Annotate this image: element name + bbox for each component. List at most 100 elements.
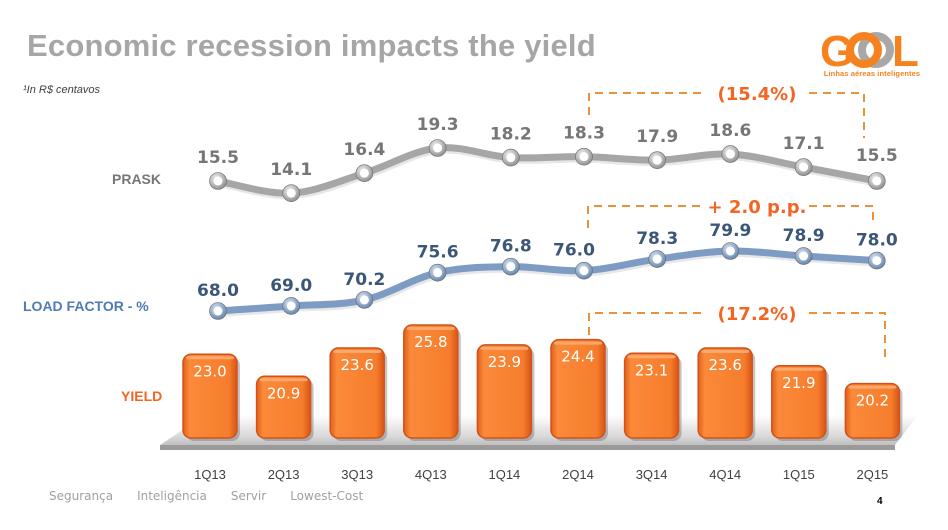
load-factor-value-label: 76.8 [490,237,532,257]
prask-bracket-left [588,92,705,115]
yield-bar-group: 20.2 [844,382,903,441]
yield-value-label: 23.9 [488,353,521,371]
yield-bar [771,365,827,439]
yield-bar-highlight [774,367,823,371]
load-factor-marker-center [799,251,809,261]
prask-bracket-right [809,92,865,138]
yield-bar-group: 21.9 [771,365,829,441]
load-factor-value-label: 78.3 [636,229,678,249]
prask-value-label: 17.1 [783,134,825,154]
load-factor-marker-center [872,256,882,266]
yield-bar-highlight [406,327,455,330]
prask-label: PRASK [112,171,162,187]
yield-bar [182,353,238,439]
yield-value-label: 20.9 [267,384,300,402]
load-factor-annotation-label: + 2.0 p.p. [708,197,807,218]
yield-bracket-left [588,312,705,335]
yield-bar-group: 23.6 [329,347,388,441]
yield-bar [476,344,533,439]
x-tick-label: 3Q13 [341,467,373,482]
x-tick-label: 2Q15 [856,467,888,482]
yield-bar-highlight [848,385,897,389]
yield-bar-group: 23.9 [476,344,535,441]
x-tick-label: 2Q14 [562,467,594,482]
load-factor-marker-center [506,262,516,272]
yield-bar-highlight [333,350,382,354]
chart-floor-edge [160,445,895,450]
load-factor-value-label: 78.0 [856,231,898,251]
yield-bracket-right [809,312,886,360]
yield-bar-group: 24.4 [550,338,608,441]
yield-bar [623,352,680,439]
prask-marker-center [725,149,735,159]
footer-item-servir: Servir [230,489,267,503]
prask-marker-center [213,176,223,186]
yield-bar [329,347,385,439]
yield-value-label: 23.6 [708,356,741,374]
footer-values: Segurança Inteligência Servir Lowest-Cos… [49,489,363,503]
page-number: 4 [877,496,883,507]
yield-value-label: 23.0 [193,362,226,380]
logo-letter-l: L [892,27,919,76]
prask-value-label: 15.5 [856,146,898,166]
prask-value-label: 14.1 [270,160,312,180]
yield-bar-group: 25.8 [403,324,461,441]
yield-bar-group: 20.9 [255,375,314,441]
prask-value-label: 16.4 [343,140,385,160]
yield-bar-highlight [627,355,676,359]
x-tick-label: 4Q13 [415,467,447,482]
load-factor-value-label: 76.0 [553,241,595,261]
logo-ring-gray [858,32,894,68]
load-factor-value-label: 68.0 [197,281,239,301]
yield-value-label: 23.1 [635,361,668,379]
prask-marker-center [286,188,296,198]
x-tick-label: 1Q13 [194,467,226,482]
x-tick-label: 3Q14 [636,467,668,482]
load-factor-marker-center [359,295,369,305]
yield-bar-group: 23.6 [697,347,756,441]
yield-bar [403,324,459,439]
load-factor-bracket-left [587,205,705,228]
yield-bar-group: 23.0 [182,353,240,441]
yield-value-label: 20.2 [856,392,889,410]
x-tick-label: 1Q15 [783,467,815,482]
prask-marker-center [579,152,589,162]
footer-item-inteligencia: Inteligência [137,489,207,503]
prask-value-label: 19.3 [417,115,459,135]
prask-marker-center [506,153,516,163]
load-factor-value-label: 69.0 [270,276,312,296]
prask-value-label: 18.6 [709,121,751,141]
load-factor-marker-center [286,301,296,311]
yield-annotation-label: (17.2%) [718,304,797,325]
load-factor-marker-center [579,266,589,276]
prask-marker-center [433,143,443,153]
yield-label: YIELD [121,388,163,404]
footnote: ¹In R$ centavos [23,84,101,96]
prask-marker-center [872,176,882,186]
load-factor-line [214,247,881,315]
load-factor-value-label: 79.9 [709,221,751,241]
yield-bar-highlight [259,378,308,382]
load-factor-label: LOAD FACTOR - % [23,298,149,314]
yield-bar [550,338,606,439]
yield-value-label: 25.8 [414,333,447,351]
load-factor-marker-center [433,268,443,278]
yield-value-label: 23.6 [340,356,373,374]
load-factor-marker-center [652,254,662,264]
load-factor-bracket-right [809,205,874,222]
load-factor-marker-center [213,306,223,316]
logo-tagline: Linhas aéreas inteligentes [823,69,921,78]
x-tick-label: 4Q14 [709,467,741,482]
load-factor-marker-center [725,246,735,256]
prask-line [214,144,881,197]
yield-bar [255,375,312,439]
footer-item-lowest-cost: Lowest-Cost [290,489,364,503]
prask-marker-center [799,162,809,172]
x-tick-label: 2Q13 [268,467,300,482]
x-tick-label: 1Q14 [488,467,520,482]
load-factor-value-label: 75.6 [417,243,459,263]
prask-marker-center [652,155,662,165]
yield-bar-highlight [554,341,602,345]
prask-value-label: 17.9 [636,127,678,147]
yield-bar-highlight [186,356,234,360]
